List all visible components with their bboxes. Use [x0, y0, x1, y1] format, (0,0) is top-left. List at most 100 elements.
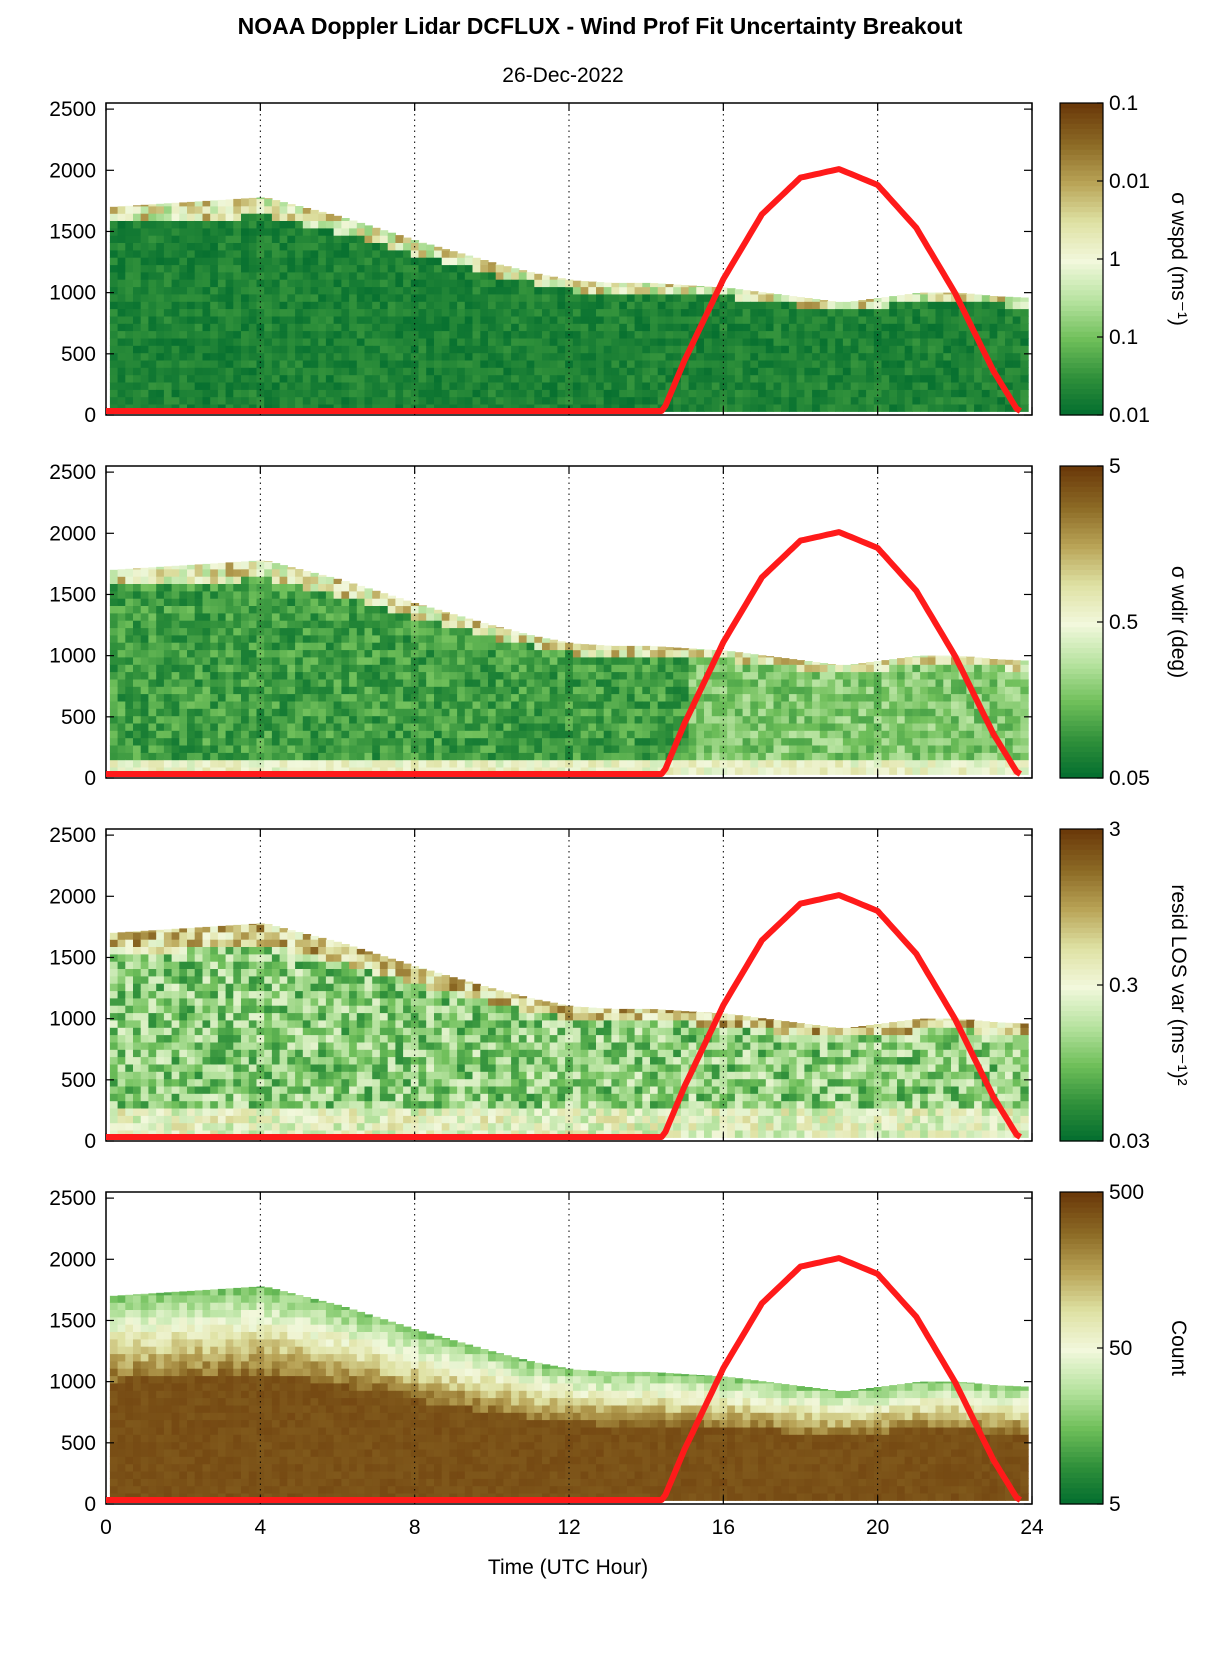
heatmap-cell [187, 271, 196, 280]
heatmap-cell [202, 671, 211, 680]
heatmap-cell [943, 337, 952, 346]
heatmap-cell [572, 330, 582, 339]
heatmap-cell [356, 745, 366, 753]
heatmap-cell [904, 367, 913, 376]
heatmap-cell [850, 664, 859, 665]
colorbar-segment [1060, 253, 1103, 260]
heatmap-cell [927, 389, 937, 398]
heatmap-cell [897, 722, 906, 731]
heatmap-cell [318, 649, 327, 658]
heatmap-cell [542, 745, 551, 753]
heatmap-cell [580, 281, 589, 288]
heatmap-cell [920, 382, 929, 390]
heatmap-cell [248, 205, 258, 214]
heatmap-cell [156, 345, 165, 354]
heatmap-cell [264, 271, 273, 280]
heatmap-cell [233, 389, 242, 398]
heatmap-cell [920, 359, 929, 368]
heatmap-cell [225, 671, 234, 680]
heatmap-cell [858, 330, 867, 339]
heatmap-cell [356, 249, 366, 258]
heatmap-cell [194, 404, 203, 412]
heatmap-cell [904, 404, 913, 412]
heatmap-cell [179, 752, 188, 761]
heatmap-cell [194, 583, 203, 592]
heatmap-cell [951, 374, 960, 383]
heatmap-cell [148, 352, 157, 361]
heatmap-cell [156, 568, 165, 577]
heatmap-cell [534, 708, 543, 717]
heatmap-cell [904, 678, 913, 687]
heatmap-cell [495, 271, 504, 280]
heatmap-cell [1012, 396, 1021, 405]
heatmap-cell [248, 634, 258, 643]
heatmap-cell [295, 213, 304, 221]
heatmap-cell [410, 337, 420, 346]
heatmap-cell [904, 737, 913, 746]
heatmap-cell [156, 220, 165, 229]
heatmap-cell [325, 404, 335, 412]
heatmap-cell [217, 359, 227, 368]
heatmap-cell [426, 345, 435, 354]
heatmap-cell [248, 752, 258, 761]
heatmap-cell [927, 292, 937, 295]
heatmap-cell [271, 374, 281, 383]
heatmap-cell [912, 722, 921, 731]
heatmap-cell [403, 649, 412, 658]
heatmap-cell [472, 730, 481, 739]
heatmap-cell [812, 330, 821, 339]
heatmap-cell [580, 352, 589, 361]
heatmap-cell [642, 382, 651, 390]
heatmap-cell [187, 301, 196, 310]
heatmap-cell [696, 671, 705, 680]
heatmap-cell [580, 693, 589, 702]
heatmap-cell [927, 722, 937, 731]
colorbar-segment [1060, 175, 1103, 182]
heatmap-cell [580, 745, 589, 753]
heatmap-cell [603, 745, 612, 753]
heatmap-cell [441, 249, 450, 258]
colorbar-segment [1060, 342, 1103, 348]
heatmap-cell [889, 323, 898, 332]
heatmap-cell [109, 315, 119, 324]
heatmap-cell [819, 767, 829, 775]
heatmap-cell [125, 767, 134, 775]
heatmap-cell [935, 292, 944, 295]
heatmap-cell [796, 686, 805, 695]
heatmap-cell [981, 315, 991, 324]
heatmap-cell [557, 308, 566, 317]
heatmap-cell [441, 693, 450, 702]
heatmap-cell [788, 700, 798, 709]
heatmap-cell [295, 315, 304, 324]
heatmap-cell [588, 330, 597, 339]
heatmap-cell [387, 345, 396, 354]
heatmap-cell [310, 323, 319, 332]
heatmap-cell [634, 767, 643, 775]
heatmap-cell [750, 367, 759, 376]
heatmap-cell [325, 605, 335, 614]
heatmap-cell [271, 715, 281, 724]
heatmap-cell [542, 737, 551, 746]
heatmap-cell [734, 367, 744, 376]
heatmap-cell [904, 359, 913, 368]
heatmap-cell [704, 337, 713, 346]
heatmap-cell [217, 767, 227, 775]
heatmap-cell [827, 767, 836, 775]
heatmap-cell [812, 323, 821, 332]
heatmap-cell [279, 286, 288, 295]
heatmap-cell [549, 700, 558, 709]
heatmap-cell [248, 649, 258, 658]
heatmap-cell [488, 759, 497, 768]
heatmap-cell [171, 634, 180, 643]
heatmap-cell [927, 352, 937, 361]
heatmap-cell [295, 308, 304, 317]
heatmap-cell [356, 722, 366, 731]
heatmap-cell [557, 664, 566, 673]
heatmap-cell [518, 664, 528, 673]
heatmap-cell [742, 382, 751, 390]
heatmap-cell [503, 367, 512, 376]
heatmap-cell [457, 257, 466, 266]
heatmap-cell [171, 220, 180, 229]
heatmap-cell [349, 308, 358, 317]
heatmap-cell [356, 627, 366, 636]
